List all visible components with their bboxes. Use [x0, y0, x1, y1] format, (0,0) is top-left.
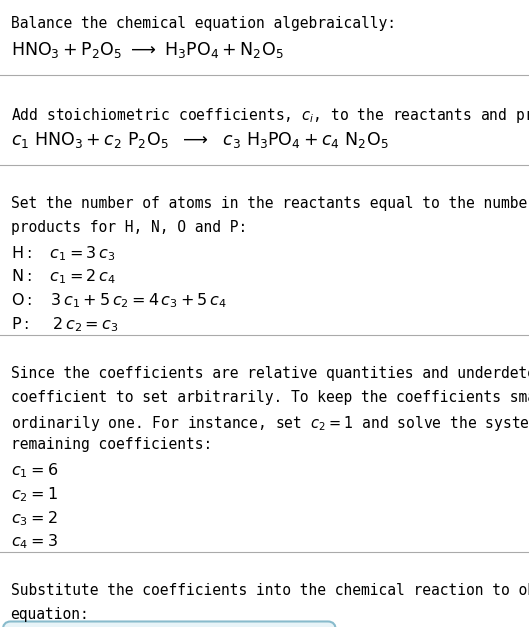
Text: $\mathrm{HNO_3 + P_2O_5 \ \longrightarrow \ H_3PO_4 + N_2O_5}$: $\mathrm{HNO_3 + P_2O_5 \ \longrightarro… [11, 40, 283, 60]
Text: Since the coefficients are relative quantities and underdetermined, choose a: Since the coefficients are relative quan… [11, 366, 529, 381]
Text: $\mathrm{P{:}}$    $2\,c_2 = c_3$: $\mathrm{P{:}}$ $2\,c_2 = c_3$ [11, 315, 118, 334]
Text: coefficient to set arbitrarily. To keep the coefficients small, the arbitrary va: coefficient to set arbitrarily. To keep … [11, 390, 529, 405]
Text: equation:: equation: [11, 607, 89, 622]
Text: $c_2 = 1$: $c_2 = 1$ [11, 485, 57, 503]
Text: $\mathrm{O{:}}$   $3\,c_1 + 5\,c_2 = 4\,c_3 + 5\,c_4$: $\mathrm{O{:}}$ $3\,c_1 + 5\,c_2 = 4\,c_… [11, 292, 226, 310]
Text: $\mathrm{H{:}}$   $c_1 = 3\,c_3$: $\mathrm{H{:}}$ $c_1 = 3\,c_3$ [11, 244, 115, 263]
Text: Balance the chemical equation algebraically:: Balance the chemical equation algebraica… [11, 16, 396, 31]
Text: Add stoichiometric coefficients, $c_i$, to the reactants and products:: Add stoichiometric coefficients, $c_i$, … [11, 106, 529, 125]
Text: ordinarily one. For instance, set $c_2 = 1$ and solve the system of equations fo: ordinarily one. For instance, set $c_2 =… [11, 414, 529, 433]
Text: $c_3 = 2$: $c_3 = 2$ [11, 509, 57, 527]
Text: products for H, N, O and P:: products for H, N, O and P: [11, 220, 247, 235]
Text: $c_4 = 3$: $c_4 = 3$ [11, 533, 57, 551]
Text: Substitute the coefficients into the chemical reaction to obtain the balanced: Substitute the coefficients into the che… [11, 583, 529, 598]
Text: $\mathrm{N{:}}$   $c_1 = 2\,c_4$: $\mathrm{N{:}}$ $c_1 = 2\,c_4$ [11, 268, 115, 287]
Text: $c_1 = 6$: $c_1 = 6$ [11, 461, 58, 480]
Text: Set the number of atoms in the reactants equal to the number of atoms in the: Set the number of atoms in the reactants… [11, 196, 529, 211]
FancyBboxPatch shape [3, 621, 336, 627]
Text: remaining coefficients:: remaining coefficients: [11, 438, 212, 453]
Text: $c_1\ \mathrm{HNO_3} + c_2\ \mathrm{P_2O_5} \ \ \longrightarrow \ \ c_3\ \mathrm: $c_1\ \mathrm{HNO_3} + c_2\ \mathrm{P_2O… [11, 130, 388, 150]
